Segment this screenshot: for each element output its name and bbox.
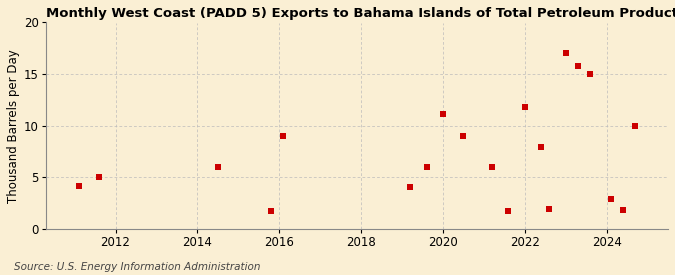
Point bbox=[585, 72, 596, 76]
Point bbox=[618, 208, 628, 213]
Text: Source: U.S. Energy Information Administration: Source: U.S. Energy Information Administ… bbox=[14, 262, 260, 272]
Point bbox=[519, 105, 530, 109]
Point bbox=[74, 183, 84, 188]
Point bbox=[278, 134, 289, 138]
Point bbox=[487, 165, 497, 169]
Point bbox=[536, 145, 547, 150]
Point bbox=[560, 51, 571, 56]
Point bbox=[266, 209, 277, 213]
Point bbox=[437, 112, 448, 117]
Point bbox=[94, 175, 105, 180]
Point bbox=[405, 184, 416, 189]
Point bbox=[630, 123, 641, 128]
Point bbox=[421, 165, 432, 169]
Point bbox=[605, 197, 616, 201]
Point bbox=[503, 209, 514, 213]
Text: Monthly West Coast (PADD 5) Exports to Bahama Islands of Total Petroleum Product: Monthly West Coast (PADD 5) Exports to B… bbox=[46, 7, 675, 20]
Y-axis label: Thousand Barrels per Day: Thousand Barrels per Day bbox=[7, 49, 20, 203]
Point bbox=[572, 64, 583, 68]
Point bbox=[458, 134, 469, 138]
Point bbox=[213, 165, 223, 169]
Point bbox=[544, 207, 555, 211]
